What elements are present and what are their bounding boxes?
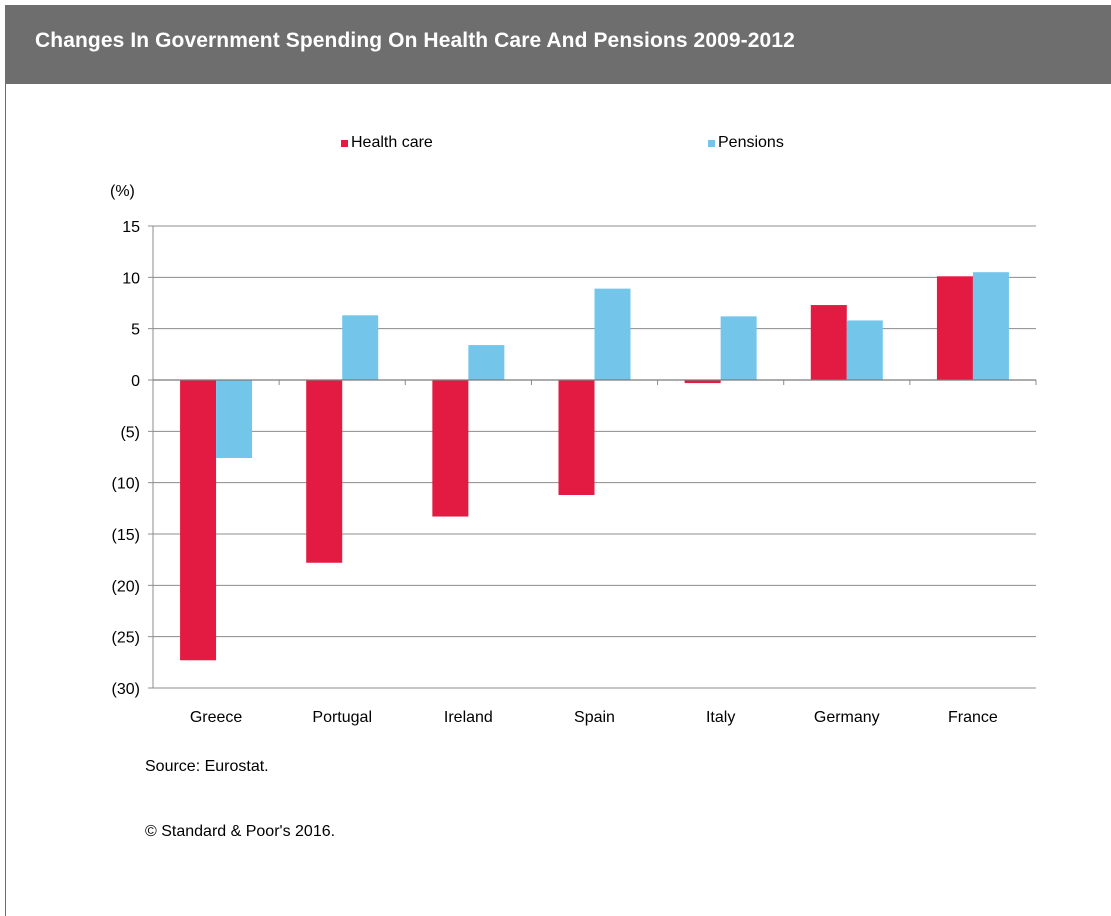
y-tick-label: (5) bbox=[120, 424, 140, 441]
bar-pensions-spain bbox=[594, 288, 631, 380]
y-tick-label: (20) bbox=[112, 578, 140, 595]
legend-item-pensions: Pensions bbox=[708, 133, 784, 153]
y-tick-label: 15 bbox=[122, 219, 140, 236]
x-tick-label: Ireland bbox=[444, 709, 493, 726]
legend-label-health-care: Health care bbox=[351, 134, 433, 151]
copyright-note: © Standard & Poor's 2016. bbox=[145, 823, 336, 840]
y-axis-unit-label: (%) bbox=[110, 183, 135, 200]
bar-pensions-greece bbox=[216, 380, 253, 459]
y-tick-label: 0 bbox=[131, 373, 140, 390]
bar-health-care-portugal bbox=[306, 380, 343, 563]
bar-health-care-ireland bbox=[432, 380, 469, 517]
bar-pensions-portugal bbox=[342, 315, 379, 380]
legend-swatch-pensions bbox=[708, 139, 715, 147]
y-tick-label: (25) bbox=[112, 630, 140, 647]
y-tick-label: (10) bbox=[112, 476, 140, 493]
y-tick-label: 5 bbox=[131, 322, 140, 339]
bar-health-care-italy bbox=[684, 380, 721, 384]
source-note: Source: Eurostat. bbox=[145, 758, 269, 775]
bar-health-care-france bbox=[936, 276, 973, 380]
bar-health-care-greece bbox=[180, 380, 217, 661]
x-tick-label: Spain bbox=[574, 709, 615, 726]
title-bar: Changes In Government Spending On Health… bbox=[5, 5, 1111, 84]
x-tick-label: Italy bbox=[706, 709, 735, 726]
bar-health-care-germany bbox=[810, 305, 847, 380]
legend-label-pensions: Pensions bbox=[718, 134, 784, 151]
y-tick-label: (30) bbox=[112, 681, 140, 698]
x-tick-label: Portugal bbox=[312, 709, 372, 726]
x-tick-label: France bbox=[948, 709, 998, 726]
x-tick-label: Greece bbox=[190, 709, 243, 726]
chart-title: Changes In Government Spending On Health… bbox=[35, 29, 795, 52]
legend-item-health-care: Health care bbox=[341, 133, 433, 153]
x-tick-label: Germany bbox=[814, 709, 880, 726]
bar-pensions-ireland bbox=[468, 345, 505, 380]
bar-pensions-italy bbox=[720, 316, 757, 380]
bar-pensions-germany bbox=[846, 320, 883, 380]
bar-pensions-france bbox=[972, 272, 1009, 380]
y-tick-label: 10 bbox=[122, 270, 140, 287]
legend-swatch-health-care bbox=[341, 139, 348, 147]
y-tick-label: (15) bbox=[112, 527, 140, 544]
bar-health-care-spain bbox=[558, 380, 595, 495]
